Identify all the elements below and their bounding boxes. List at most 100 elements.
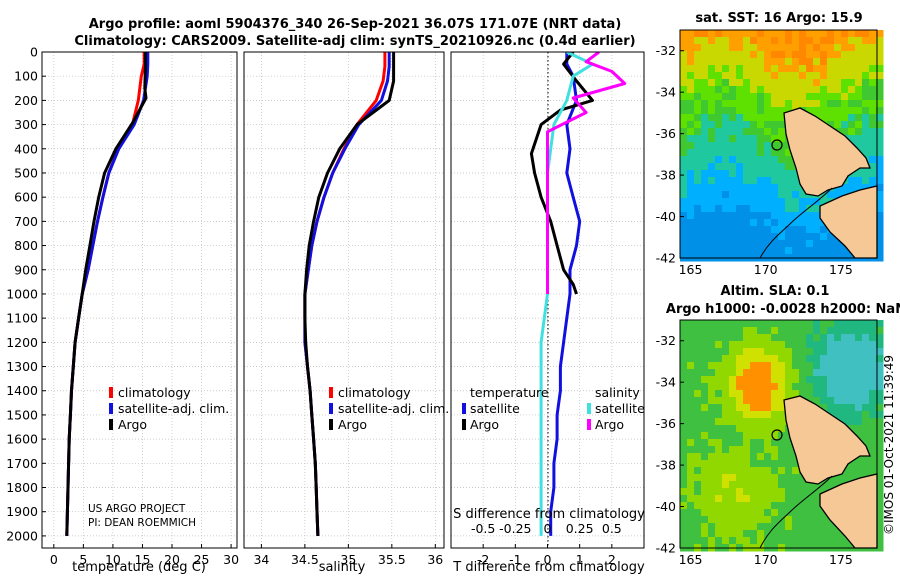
map-cell xyxy=(743,93,751,101)
map-cell xyxy=(855,369,863,377)
map-cell xyxy=(687,121,695,129)
map-cell xyxy=(876,397,884,405)
map-cell xyxy=(729,212,737,220)
map-cell xyxy=(862,425,870,433)
map-cell xyxy=(876,446,884,454)
map-cell xyxy=(680,177,688,185)
map-cell xyxy=(722,219,730,227)
map-cell xyxy=(862,100,870,108)
map-cell xyxy=(757,376,765,384)
map-cell xyxy=(834,107,842,115)
map-cell xyxy=(687,467,695,475)
map-cell xyxy=(806,37,814,45)
map-cell xyxy=(708,156,716,164)
y-tick-label: 1000 xyxy=(6,286,38,301)
map-cell xyxy=(876,149,884,157)
map-cell xyxy=(855,376,863,384)
map-cell xyxy=(764,362,772,370)
map-cell xyxy=(736,530,744,538)
map-cell xyxy=(862,362,870,370)
map-cell xyxy=(687,233,695,241)
map-cell xyxy=(876,495,884,503)
map-cell xyxy=(876,170,884,178)
map-cell xyxy=(750,58,758,66)
y-tick-label: 700 xyxy=(14,214,38,229)
map-cell xyxy=(736,170,744,178)
map-cell xyxy=(799,44,807,52)
map-cell xyxy=(848,93,856,101)
map-cell xyxy=(827,341,835,349)
lon-tick-label: 170 xyxy=(754,262,778,277)
map-cell xyxy=(715,233,723,241)
map-cell xyxy=(687,226,695,234)
map-cell xyxy=(715,79,723,87)
map-cell xyxy=(701,341,709,349)
map-cell xyxy=(827,369,835,377)
map-cell xyxy=(785,362,793,370)
map-cell xyxy=(771,362,779,370)
map-cell xyxy=(820,348,828,356)
map-cell xyxy=(729,184,737,192)
y-tick-label: 1400 xyxy=(6,383,38,398)
map-cell xyxy=(736,233,744,241)
map-cell xyxy=(778,233,786,241)
map-cell xyxy=(687,474,695,482)
map-cell xyxy=(722,488,730,496)
map-cell xyxy=(771,177,779,185)
x-tick-label: 35.5 xyxy=(378,552,406,567)
map-cell xyxy=(792,509,800,517)
map-cell xyxy=(799,205,807,213)
map-cell xyxy=(855,114,863,122)
map-cell xyxy=(694,516,702,524)
map-cell xyxy=(820,390,828,398)
map-cell xyxy=(680,184,688,192)
map-cell xyxy=(785,226,793,234)
map-cell xyxy=(701,233,709,241)
map-cell xyxy=(785,376,793,384)
map-cell xyxy=(778,212,786,220)
map-cell xyxy=(869,121,877,129)
map-cell xyxy=(722,495,730,503)
map-cell xyxy=(708,453,716,461)
map-cell xyxy=(757,128,765,136)
map-cell xyxy=(778,149,786,157)
map-cell xyxy=(862,44,870,52)
map-cell xyxy=(722,156,730,164)
map-cell xyxy=(694,184,702,192)
map-cell xyxy=(869,467,877,475)
map-cell xyxy=(722,72,730,80)
map-cell xyxy=(722,446,730,454)
map-cell xyxy=(876,205,884,213)
map-cell xyxy=(806,212,814,220)
map-cell xyxy=(687,198,695,206)
map-cell xyxy=(729,320,737,328)
map-cell xyxy=(687,79,695,87)
map-cell xyxy=(771,418,779,426)
map-cell xyxy=(820,37,828,45)
map-cell xyxy=(827,121,835,129)
map-cell xyxy=(722,163,730,171)
map-cell xyxy=(722,320,730,328)
map-cell xyxy=(694,390,702,398)
map-cell xyxy=(848,58,856,66)
map-cell xyxy=(813,397,821,405)
map-cell xyxy=(715,348,723,356)
map-cell xyxy=(862,170,870,178)
map-cell xyxy=(750,240,758,248)
map-cell xyxy=(680,523,688,531)
map-cell xyxy=(792,205,800,213)
map-cell xyxy=(778,51,786,59)
map-cell xyxy=(757,198,765,206)
map-cell xyxy=(806,198,814,206)
map-cell xyxy=(764,432,772,440)
map-cell xyxy=(778,65,786,73)
map-cell xyxy=(715,191,723,199)
sla-map: Altim. SLA: 0.1 Argo h1000: -0.0028 h200… xyxy=(656,284,900,567)
map-cell xyxy=(827,537,835,545)
map-cell xyxy=(792,530,800,538)
map-cell xyxy=(876,93,884,101)
map-cell xyxy=(701,65,709,73)
salinity-diff-ticks: -0.5 -0.25 0 0.25 0.5 xyxy=(471,521,622,536)
map-cell xyxy=(750,170,758,178)
map-cell xyxy=(855,460,863,468)
